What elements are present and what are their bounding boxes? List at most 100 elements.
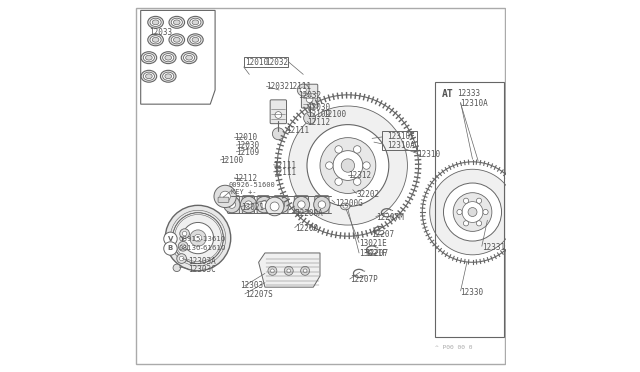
Circle shape [190, 230, 206, 246]
Text: 12303: 12303 [240, 281, 263, 290]
Circle shape [256, 196, 273, 213]
Text: 00926-51600: 00926-51600 [229, 182, 276, 188]
Text: 13021: 13021 [241, 203, 264, 212]
Ellipse shape [165, 55, 172, 60]
Circle shape [314, 196, 330, 213]
Circle shape [173, 264, 180, 272]
Ellipse shape [163, 72, 174, 80]
Text: 12310: 12310 [417, 150, 440, 159]
Text: 12032: 12032 [298, 92, 321, 100]
Circle shape [164, 242, 177, 255]
FancyBboxPatch shape [257, 196, 269, 214]
Circle shape [277, 95, 419, 236]
Text: 12207: 12207 [365, 249, 388, 258]
Text: AT: AT [442, 89, 454, 99]
Circle shape [275, 112, 282, 118]
Text: 12207: 12207 [371, 230, 394, 239]
Circle shape [303, 112, 316, 124]
Text: 12330: 12330 [461, 288, 484, 296]
Circle shape [223, 196, 240, 213]
Text: 12112: 12112 [234, 174, 257, 183]
Text: 12100: 12100 [323, 110, 346, 119]
Circle shape [353, 146, 361, 153]
Circle shape [298, 201, 305, 208]
Text: 32202: 32202 [356, 190, 380, 199]
Ellipse shape [169, 34, 184, 46]
Circle shape [214, 185, 236, 208]
Circle shape [195, 234, 202, 242]
Ellipse shape [173, 38, 180, 42]
Circle shape [289, 106, 408, 225]
Ellipse shape [148, 34, 163, 46]
Circle shape [463, 198, 468, 203]
Text: V: V [168, 236, 173, 242]
Text: 12032: 12032 [266, 82, 289, 91]
Ellipse shape [188, 16, 203, 28]
FancyBboxPatch shape [218, 197, 229, 202]
Circle shape [326, 162, 333, 169]
Circle shape [476, 198, 482, 203]
Circle shape [300, 87, 306, 93]
Text: 12030: 12030 [236, 141, 259, 150]
Circle shape [277, 201, 285, 208]
Ellipse shape [169, 16, 184, 28]
Circle shape [303, 269, 307, 273]
Ellipse shape [192, 38, 199, 42]
Text: 12310A: 12310A [387, 141, 415, 150]
Bar [244, 57, 289, 67]
Circle shape [483, 209, 488, 215]
Text: 12207S: 12207S [245, 290, 273, 299]
Circle shape [268, 266, 277, 275]
Text: 12112: 12112 [307, 118, 330, 126]
Circle shape [273, 196, 289, 213]
Polygon shape [141, 10, 215, 104]
Circle shape [301, 266, 310, 275]
Text: 12010: 12010 [245, 58, 268, 67]
Circle shape [179, 256, 184, 261]
Text: 12100: 12100 [220, 156, 243, 165]
Bar [383, 131, 417, 150]
Text: 12033: 12033 [149, 28, 172, 37]
Text: 12109: 12109 [236, 148, 259, 157]
Circle shape [271, 269, 275, 273]
Ellipse shape [181, 52, 197, 64]
Circle shape [335, 178, 342, 185]
Text: KEY +-: KEY +- [232, 189, 257, 195]
Ellipse shape [186, 55, 193, 60]
Circle shape [298, 84, 309, 96]
Circle shape [320, 138, 376, 193]
Ellipse shape [172, 18, 182, 26]
Circle shape [245, 201, 252, 208]
Circle shape [333, 151, 363, 180]
Circle shape [463, 221, 468, 226]
Polygon shape [259, 253, 320, 287]
Circle shape [335, 146, 342, 153]
Ellipse shape [141, 70, 157, 82]
Ellipse shape [172, 36, 182, 44]
Ellipse shape [148, 16, 163, 28]
Text: 12109: 12109 [307, 110, 330, 119]
FancyBboxPatch shape [274, 196, 288, 214]
Text: 13021E: 13021E [359, 239, 387, 248]
Circle shape [220, 191, 230, 202]
Circle shape [353, 178, 361, 185]
Ellipse shape [173, 20, 180, 25]
Text: 12200G: 12200G [335, 199, 363, 208]
Text: 12010: 12010 [234, 133, 257, 142]
Text: 08915-13610: 08915-13610 [179, 236, 226, 242]
Circle shape [284, 266, 293, 275]
Circle shape [177, 254, 186, 263]
Text: 12207M: 12207M [376, 213, 404, 222]
Text: B: B [168, 246, 173, 251]
Circle shape [341, 159, 355, 172]
Circle shape [287, 269, 291, 273]
Text: 12303C: 12303C [188, 265, 216, 274]
Circle shape [293, 196, 310, 213]
Text: ^ P00 00 0: ^ P00 00 0 [435, 345, 473, 350]
Circle shape [228, 201, 236, 208]
Circle shape [270, 202, 279, 211]
Circle shape [462, 202, 483, 222]
Ellipse shape [150, 36, 161, 44]
Circle shape [173, 213, 223, 263]
Circle shape [422, 162, 523, 262]
